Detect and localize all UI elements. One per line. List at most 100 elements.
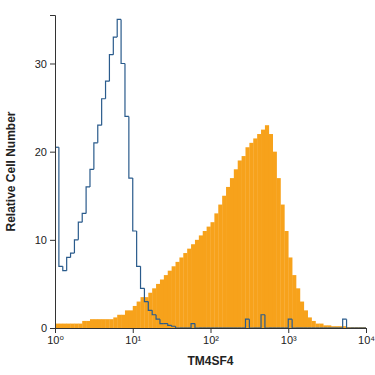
tick-mark xyxy=(50,152,55,153)
histogram-step xyxy=(234,327,238,328)
histogram-step xyxy=(152,310,156,314)
histogram-step xyxy=(106,81,110,99)
tick: 10 xyxy=(35,234,55,246)
histogram-bar xyxy=(234,169,238,328)
histogram-step xyxy=(121,19,125,63)
histogram-bar xyxy=(226,187,230,328)
histogram-step xyxy=(195,324,199,328)
histogram-bar xyxy=(179,257,183,328)
histogram-bar xyxy=(300,302,304,328)
histogram-bar xyxy=(172,266,176,328)
histogram-step xyxy=(109,55,113,81)
histogram-step xyxy=(218,327,222,328)
tick-label: 10³ xyxy=(281,334,297,346)
histogram-step xyxy=(222,327,226,328)
histogram-bar xyxy=(214,213,218,328)
histogram-bar xyxy=(296,288,300,328)
histogram-bar xyxy=(242,156,246,328)
histogram-bar xyxy=(315,324,319,328)
histogram-step xyxy=(280,327,284,328)
histogram-bar xyxy=(195,240,199,328)
histogram-bar xyxy=(106,319,110,328)
histogram-step xyxy=(327,327,331,328)
histogram-step xyxy=(273,327,277,328)
y-axis-title: Relative Cell Number xyxy=(4,111,18,231)
tick-mark xyxy=(50,328,55,329)
tick: 10¹ xyxy=(125,328,141,346)
histogram-bar xyxy=(59,324,63,328)
histogram-step xyxy=(82,213,86,222)
histogram-step xyxy=(277,327,281,328)
histogram-bar xyxy=(257,134,261,328)
histogram-bar xyxy=(238,160,242,328)
histogram-step xyxy=(98,125,102,143)
histogram-bar xyxy=(273,152,277,328)
histogram-bar xyxy=(203,231,207,328)
histogram-bar xyxy=(249,143,253,328)
y-axis: 0102030 xyxy=(35,16,56,335)
histogram-bar xyxy=(86,321,90,328)
tick-mark xyxy=(288,328,289,333)
histogram-bar xyxy=(121,315,125,328)
tick: 10³ xyxy=(281,328,297,346)
tick: 10⁴ xyxy=(358,328,375,346)
histogram-step xyxy=(183,327,187,328)
histogram-bar xyxy=(137,302,141,328)
histogram-bar xyxy=(90,319,94,328)
tick-label: 10⁴ xyxy=(358,334,375,346)
histogram-step xyxy=(113,37,117,55)
histogram-bar xyxy=(129,310,133,328)
histogram-bar xyxy=(292,275,296,328)
histogram-step xyxy=(148,302,152,311)
histogram-step xyxy=(94,143,98,169)
series-0 xyxy=(55,125,366,328)
histogram-bar xyxy=(71,324,75,328)
histogram-step xyxy=(249,319,253,328)
tick-label: 10¹ xyxy=(125,334,141,346)
histogram-bar xyxy=(308,317,312,328)
histogram-bar xyxy=(102,319,106,328)
histogram-step xyxy=(292,319,296,328)
histogram-step xyxy=(230,327,234,328)
histogram-step xyxy=(133,178,137,231)
histogram-step xyxy=(144,288,148,301)
histogram-step xyxy=(347,319,351,328)
histogram-bar xyxy=(319,324,323,328)
tick-label: 10 xyxy=(35,234,47,246)
histogram-step xyxy=(78,222,82,240)
histogram-bar xyxy=(109,319,113,328)
histogram-step xyxy=(90,169,94,187)
histogram-step xyxy=(253,327,257,328)
histogram-bar xyxy=(358,327,362,328)
histogram-step xyxy=(160,319,164,323)
tick-mark xyxy=(211,328,212,333)
histogram-bar xyxy=(67,324,71,328)
histogram-step xyxy=(296,327,300,328)
histogram-step xyxy=(350,327,354,328)
histogram-step xyxy=(74,240,78,253)
histogram-step xyxy=(331,327,335,328)
axis-line xyxy=(56,329,367,334)
histogram-step xyxy=(358,327,362,328)
histogram-step xyxy=(176,326,180,328)
histogram-step xyxy=(269,327,273,328)
histogram-bar xyxy=(327,325,331,328)
histogram-step xyxy=(238,327,242,328)
histogram-bar xyxy=(218,205,222,328)
chart: 10⁰10¹10²10³10⁴0102030TM4SF4Relative Cel… xyxy=(0,0,375,375)
histogram-bar xyxy=(78,324,82,328)
histogram-bar xyxy=(265,125,269,328)
histogram-bar xyxy=(304,310,308,328)
tick-mark xyxy=(50,240,55,241)
histogram-bar xyxy=(354,327,358,328)
histogram-bar xyxy=(288,257,292,328)
histogram-bar xyxy=(117,315,121,328)
tick: 10⁰ xyxy=(47,328,64,346)
tick: 0 xyxy=(41,322,55,334)
histogram-bar xyxy=(211,222,215,328)
histogram-bar xyxy=(160,280,164,328)
histogram-bar xyxy=(207,227,211,328)
histogram-step xyxy=(102,99,106,125)
histogram-bar xyxy=(98,319,102,328)
histogram-bar xyxy=(362,327,366,328)
